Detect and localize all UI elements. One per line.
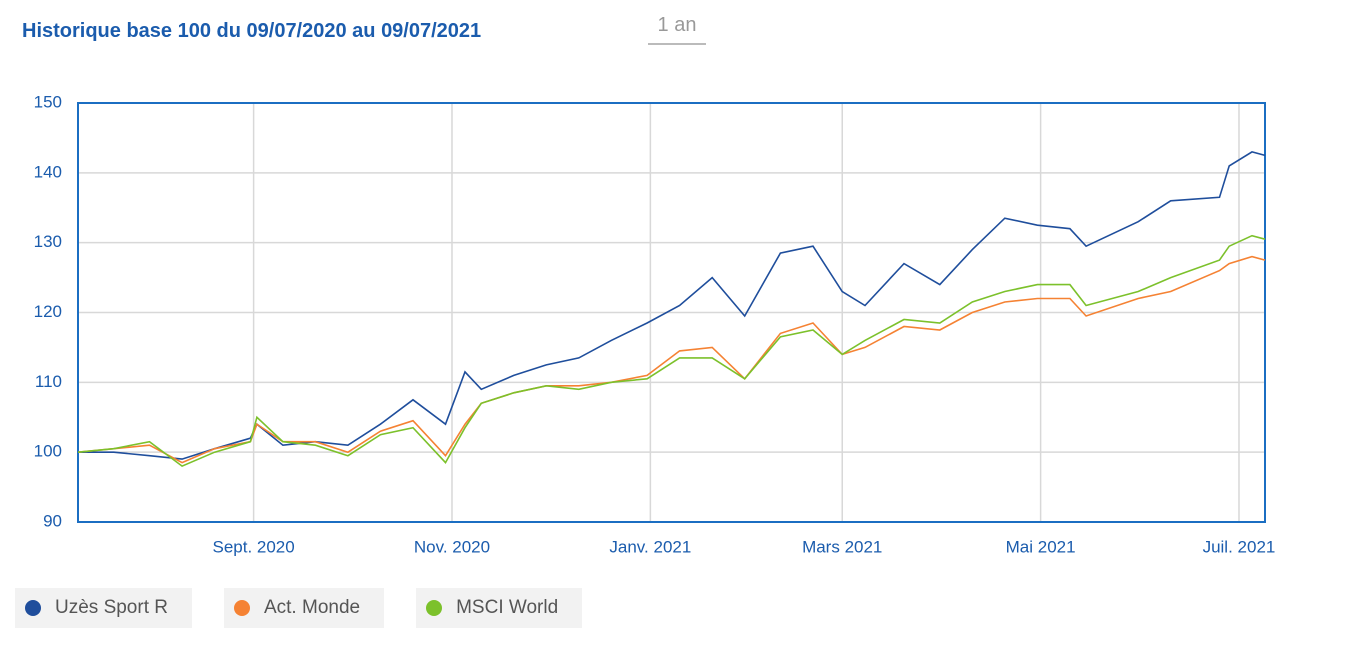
x-tick-label: Nov. 2020 — [414, 537, 490, 556]
y-tick-label: 100 — [34, 442, 62, 461]
legend-item[interactable]: Act. Monde — [223, 588, 385, 628]
y-tick-label: 90 — [43, 511, 62, 530]
y-tick-label: 130 — [34, 232, 62, 251]
x-tick-label: Mars 2021 — [802, 537, 882, 556]
chart: 90 100 110 120 130 140 150 Sept. 2020 Nov. 2020 J… — [34, 92, 1276, 556]
legend-label: Act. Monde — [263, 597, 361, 618]
y-tick-label: 140 — [34, 162, 62, 181]
x-tick-label: Mai 2021 — [1006, 537, 1076, 556]
y-tick-label: 120 — [34, 302, 62, 321]
plot-border — [77, 102, 1266, 523]
legend: Uzès Sport R Act. Monde MSCI World — [15, 588, 583, 628]
x-tick-label: Juil. 2021 — [1203, 537, 1276, 556]
series-line — [78, 151, 1266, 460]
range-button[interactable]: 1 an — [648, 14, 706, 45]
series-line — [77, 234, 1266, 468]
chart-title: Historique base 100 du 09/07/2020 au 09/… — [22, 20, 482, 42]
x-tick-label: Sept. 2020 — [212, 537, 294, 556]
y-tick-label: 150 — [34, 92, 62, 111]
legend-marker — [426, 600, 443, 616]
legend-marker — [25, 600, 41, 616]
legend-label: Uzès Sport R — [55, 597, 168, 618]
legend-item[interactable]: MSCI World — [416, 588, 583, 628]
legend-item[interactable]: Uzès Sport R — [15, 588, 192, 628]
x-tick-label: Janv. 2021 — [609, 537, 691, 556]
legend-marker — [233, 600, 250, 616]
y-tick-label: 110 — [35, 372, 62, 391]
legend-label: MSCI World — [456, 597, 559, 618]
series-line — [77, 255, 1266, 464]
